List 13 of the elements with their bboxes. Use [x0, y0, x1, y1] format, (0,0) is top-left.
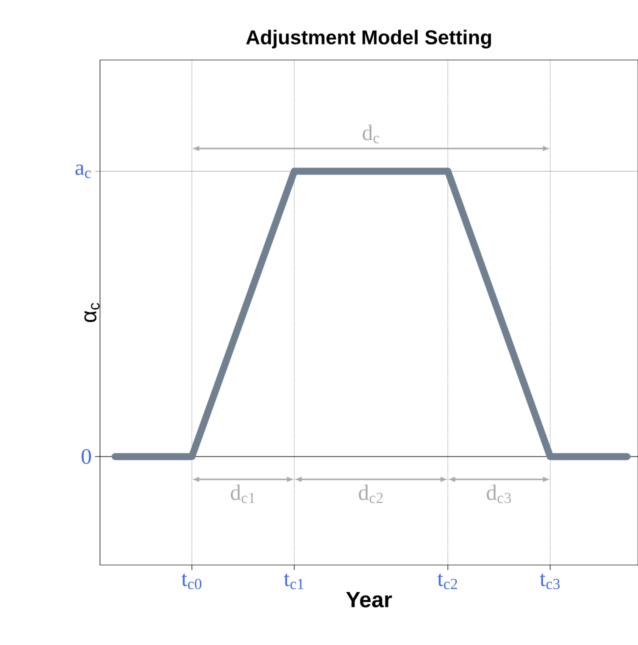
text: d$_{c1}$: [230, 484, 255, 504]
x-axis-title: Year: [346, 592, 392, 608]
text: d$_{c}$: [362, 124, 380, 144]
y-axis-title: α$_{c}$: [84, 302, 100, 322]
ref-line-label: a$_{c}$: [75, 164, 91, 178]
ref-line-label: 0: [82, 449, 91, 464]
x-tick-label: t$_{c1}$: [284, 574, 304, 590]
chart-title: Adjustment Model Setting: [246, 30, 491, 48]
x-tick-label: t$_{c3}$: [540, 574, 560, 590]
text: d$_{c2}$: [358, 484, 383, 504]
x-tick-label: t$_{c0}$: [182, 574, 202, 590]
text: d$_{c3}$: [486, 484, 511, 504]
x-tick-label: t$_{c2}$: [437, 574, 458, 590]
